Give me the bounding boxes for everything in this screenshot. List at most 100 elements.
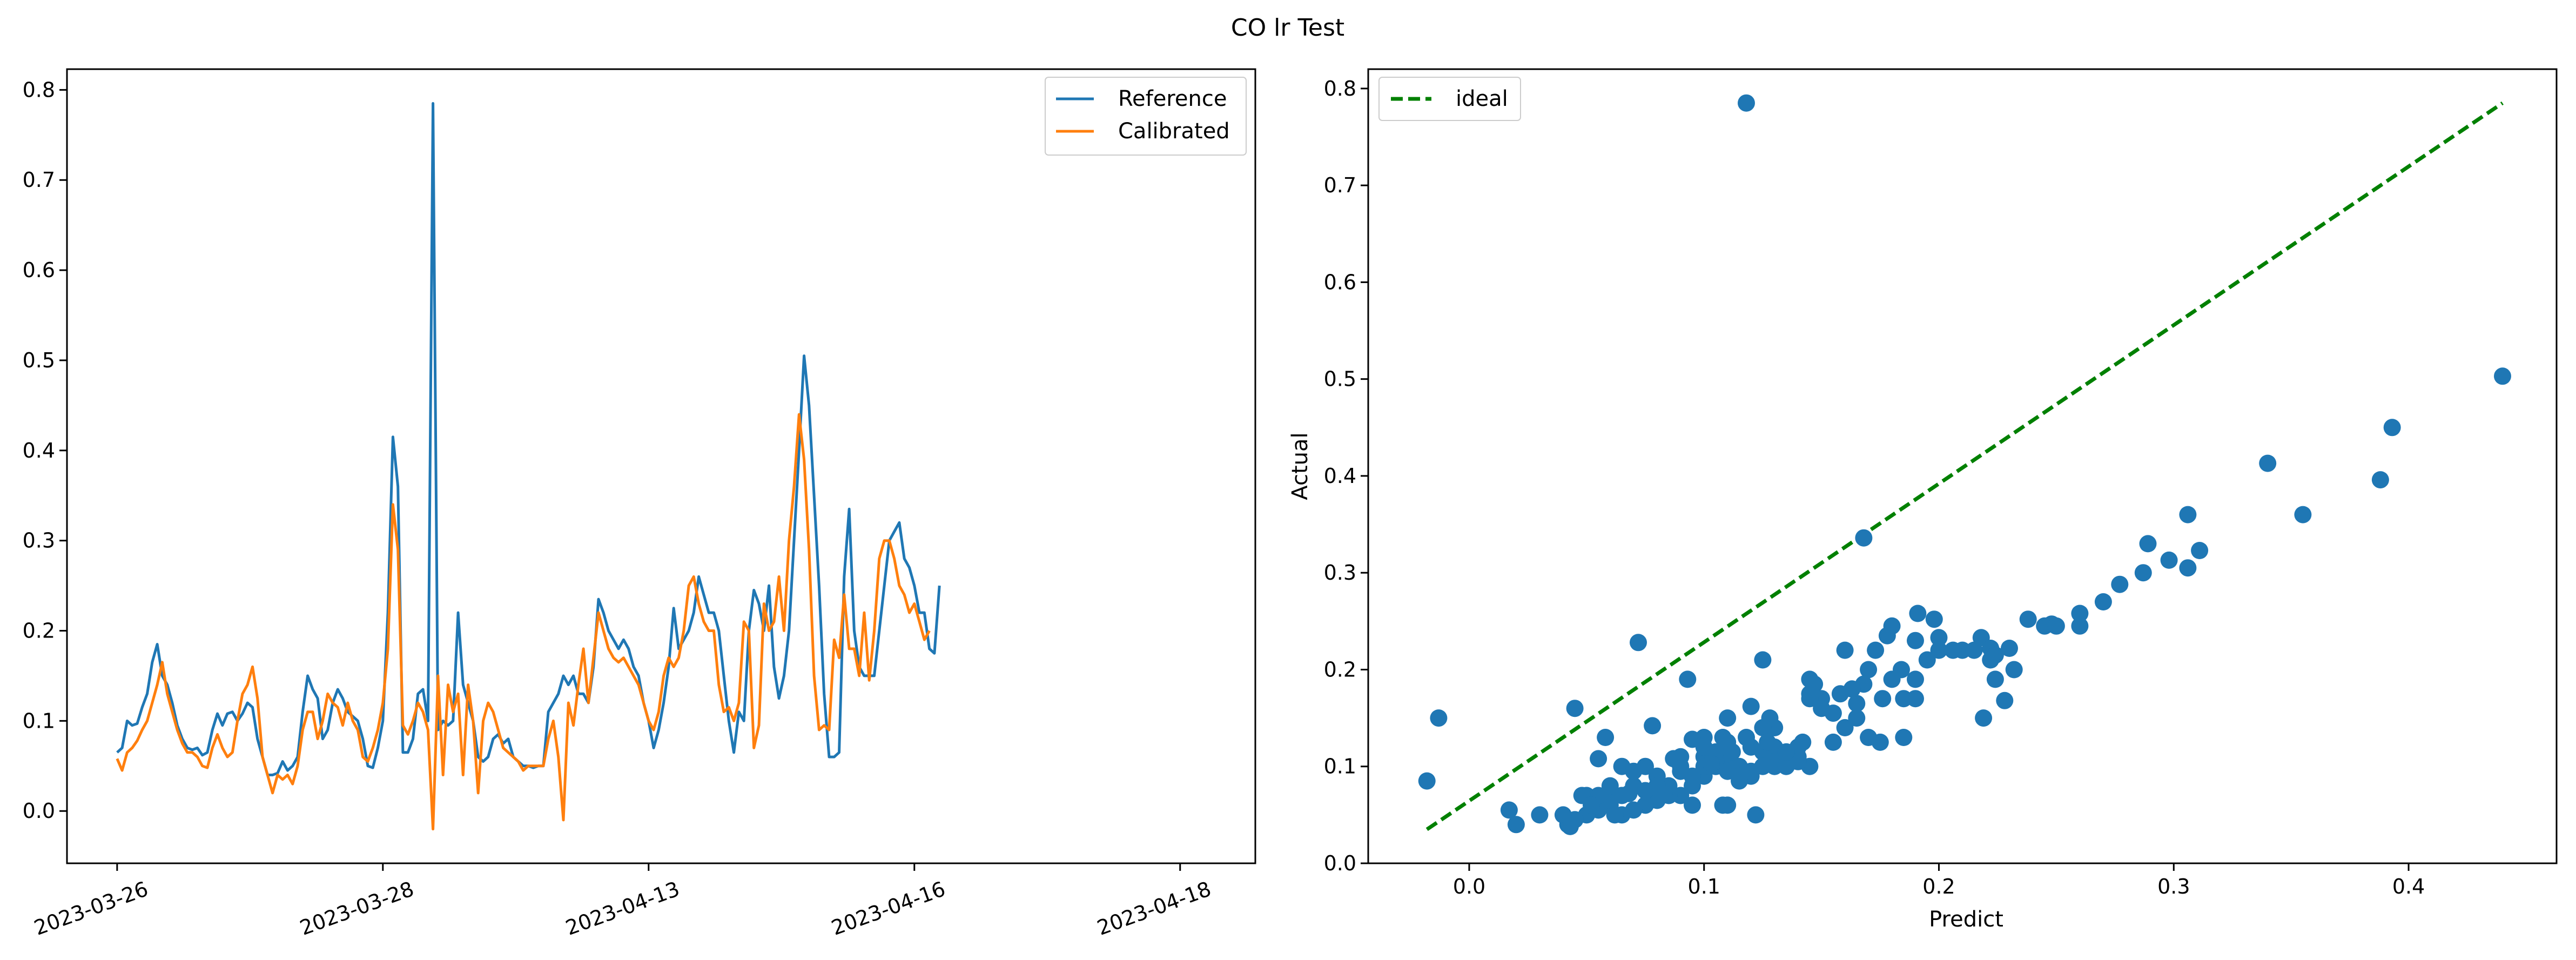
right-y-tick-label: 0.3: [1324, 561, 1356, 585]
scatter-point: [1907, 632, 1924, 649]
scatter-point: [1871, 733, 1889, 751]
scatter-point: [1930, 629, 1948, 647]
scatter-point: [1507, 816, 1525, 834]
right-y-axis: 0.0 0.1 0.2 0.3 0.4 0.5 0.6 0.7 0.8: [1324, 77, 1368, 875]
left-y-tick-label: 0.3: [23, 529, 55, 553]
left-plot-frame: [66, 68, 1256, 864]
scatter-point: [1874, 690, 1892, 708]
scatter-point: [1930, 641, 1948, 659]
right-legend-box: [1378, 77, 1521, 121]
scatter-point: [2094, 593, 2112, 610]
scatter-point: [1907, 670, 1924, 688]
scatter-point: [1907, 690, 1924, 708]
left-y-tick-label: 0.0: [23, 799, 55, 823]
scatter-point: [1867, 641, 1885, 659]
scatter-point: [1855, 529, 1873, 547]
series-line-reference: [116, 102, 941, 776]
scatter-point: [1561, 817, 1579, 835]
left-y-tick-label: 0.5: [23, 348, 55, 372]
right-y-tick-label: 0.4: [1324, 464, 1356, 488]
left-x-tick-label: 2023-03-28: [297, 877, 417, 940]
scatter-point: [1590, 750, 1608, 768]
right-legend: ideal: [1378, 77, 1521, 121]
scatter-point: [1909, 605, 1927, 622]
scatter-point: [1630, 634, 1647, 652]
left-y-tick-label: 0.6: [23, 258, 55, 282]
scatter-point: [1848, 695, 1866, 713]
scatter-point: [1714, 796, 1732, 814]
right-y-tick-label: 0.6: [1324, 270, 1356, 294]
scatter-point: [2005, 661, 2023, 679]
scatter-point: [1430, 709, 1448, 727]
scatter-point: [1637, 757, 1654, 775]
scatter-point: [1738, 94, 1755, 112]
scatter-point: [1843, 680, 1861, 698]
scatter-point: [1719, 709, 1737, 727]
right-y-tick-label: 0.8: [1324, 77, 1356, 100]
scatter-point: [1944, 641, 1962, 659]
right-y-axis-label: Actual: [1288, 432, 1313, 500]
legend-reference-label: Reference: [1118, 86, 1227, 111]
ideal-line-group: [1425, 101, 2504, 831]
scatter-point: [2019, 610, 2037, 628]
right-y-tick-label: 0.2: [1324, 657, 1356, 681]
scatter-point: [1918, 651, 1936, 669]
scatter-point: [1606, 806, 1624, 824]
scatter-point: [1860, 661, 1878, 679]
scatter-point: [1583, 796, 1600, 814]
left-x-tick-label: 2023-03-26: [31, 877, 151, 940]
left-y-tick-label: 0.4: [23, 439, 55, 462]
left-x-tick-label: 2023-04-18: [1094, 877, 1214, 940]
scatter-point: [2134, 564, 2152, 582]
left-x-tick-label: 2023-04-13: [562, 877, 683, 940]
scatter-point: [1597, 729, 1615, 746]
legend-calibrated-label: Calibrated: [1118, 119, 1230, 144]
scatter-point: [1500, 801, 1518, 819]
scatter-chart: 0.0 0.1 0.2 0.3 0.4 0.5 0.6 0.7 0.8 0.0 0.1 0.2 0.3…: [1288, 68, 2558, 932]
right-x-tick-label: 0.4: [2392, 875, 2425, 898]
scatter-point: [1702, 755, 1720, 773]
scatter-point: [2139, 535, 2157, 553]
left-y-tick-label: 0.7: [23, 168, 55, 192]
scatter-point: [1801, 690, 1819, 708]
scatter-point: [1620, 784, 1638, 802]
right-x-tick-label: 0.1: [1688, 875, 1720, 898]
scatter-point: [1824, 704, 1842, 722]
scatter-point: [1531, 806, 1549, 824]
legend-ideal-label: ideal: [1456, 86, 1508, 111]
scatter-point: [1975, 709, 1993, 727]
left-legend-box: [1045, 77, 1247, 156]
scatter-point: [1794, 733, 1812, 751]
scatter-point: [1754, 719, 1772, 736]
scatter-point: [1754, 651, 1772, 669]
scatter-point: [1684, 767, 1701, 785]
scatter-point: [2294, 506, 2312, 523]
right-y-tick-label: 0.7: [1324, 173, 1356, 197]
scatter-point: [1893, 661, 1910, 679]
series-line-calibrated: [116, 413, 931, 831]
scatter-point: [1759, 733, 1777, 751]
scatter-point: [1644, 717, 1662, 735]
left-y-tick-label: 0.2: [23, 619, 55, 643]
scatter-point: [1836, 719, 1854, 736]
right-plot-frame: [1367, 68, 2558, 864]
scatter-points: [1418, 94, 2511, 835]
scatter-point: [1806, 675, 1824, 693]
scatter-point: [1566, 700, 1584, 717]
left-y-tick-label: 0.1: [23, 709, 55, 733]
scatter-point: [1982, 651, 2000, 669]
right-y-tick-label: 0.1: [1324, 755, 1356, 778]
ideal-line: [1425, 101, 2504, 831]
right-x-tick-label: 0.3: [2157, 875, 2190, 898]
scatter-point: [1878, 627, 1896, 645]
scatter-point: [2383, 419, 2401, 437]
scatter-point: [2047, 617, 2065, 635]
scatter-point: [1777, 743, 1795, 761]
scatter-point: [2001, 640, 2018, 657]
scatter-point: [2160, 551, 2178, 569]
scatter-point: [2111, 575, 2129, 593]
scatter-point: [1965, 641, 1983, 659]
scatter-point: [1679, 670, 1697, 688]
right-x-axis-label: Predict: [1929, 907, 2003, 932]
right-x-axis: 0.0 0.1 0.2 0.3 0.4: [1453, 863, 2425, 898]
